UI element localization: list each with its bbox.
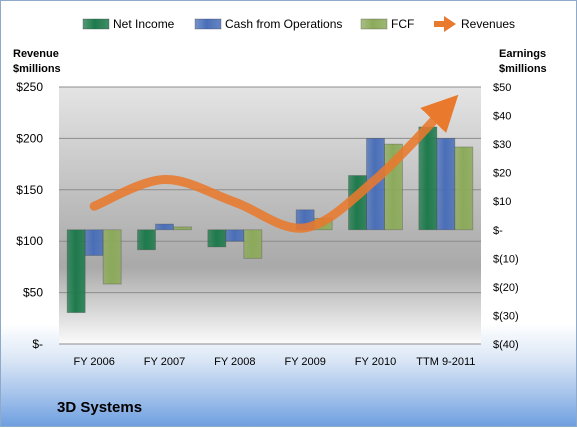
right-tick-label: $(10) bbox=[493, 253, 519, 265]
right-axis-label: $millions bbox=[499, 63, 547, 75]
x-tick-label: FY 2010 bbox=[355, 356, 396, 368]
x-tick-label: FY 2007 bbox=[144, 356, 185, 368]
legend-label: Net Income bbox=[113, 17, 175, 31]
bar-net-income bbox=[207, 229, 227, 248]
x-tick-label: TTM 9-2011 bbox=[416, 356, 475, 368]
bar-cash-from-operations bbox=[84, 229, 104, 256]
legend-swatch bbox=[194, 18, 222, 30]
bar-fcf bbox=[173, 226, 192, 231]
bar-cash-from-operations bbox=[436, 137, 456, 231]
bar-net-income bbox=[137, 229, 156, 251]
left-tick-label: $- bbox=[32, 337, 43, 351]
right-tick-label: $(30) bbox=[493, 310, 519, 322]
left-axis-label: Revenue bbox=[13, 48, 59, 60]
bar-fcf bbox=[454, 146, 474, 231]
bar-cash-from-operations bbox=[155, 223, 174, 231]
left-tick-label: $100 bbox=[16, 234, 43, 248]
bar-net-income bbox=[66, 229, 86, 313]
left-tick-label: $50 bbox=[23, 286, 43, 300]
legend-label: Revenues bbox=[461, 17, 515, 31]
left-tick-label: $200 bbox=[16, 131, 43, 145]
bar-fcf bbox=[102, 229, 122, 285]
chart-title: 3D Systems bbox=[57, 399, 143, 416]
right-tick-label: $30 bbox=[493, 139, 511, 151]
legend-swatch bbox=[82, 18, 110, 30]
legend-label: Cash from Operations bbox=[225, 17, 342, 31]
right-tick-label: $(20) bbox=[493, 282, 519, 294]
right-tick-label: $50 bbox=[493, 82, 511, 94]
right-tick-label: $40 bbox=[493, 111, 511, 123]
right-tick-label: $(40) bbox=[493, 339, 519, 351]
series-line-revenues bbox=[89, 94, 459, 233]
right-tick-label: $- bbox=[493, 225, 503, 237]
legend-label: FCF bbox=[391, 17, 414, 31]
x-tick-label: FY 2009 bbox=[284, 356, 325, 368]
left-axis-label: $millions bbox=[13, 63, 61, 75]
legend-arrow-icon bbox=[444, 16, 456, 32]
left-tick-label: $250 bbox=[16, 80, 43, 94]
bar-fcf bbox=[243, 229, 263, 259]
right-axis-label: Earnings bbox=[499, 48, 546, 60]
bar-cash-from-operations bbox=[225, 229, 245, 242]
right-tick-label: $10 bbox=[493, 196, 511, 208]
bar-net-income bbox=[418, 126, 438, 231]
left-tick-label: $150 bbox=[16, 183, 43, 197]
right-tick-label: $20 bbox=[493, 168, 511, 180]
x-tick-label: FY 2006 bbox=[73, 356, 114, 368]
x-tick-label: FY 2008 bbox=[214, 356, 255, 368]
legend-swatch bbox=[360, 18, 388, 30]
